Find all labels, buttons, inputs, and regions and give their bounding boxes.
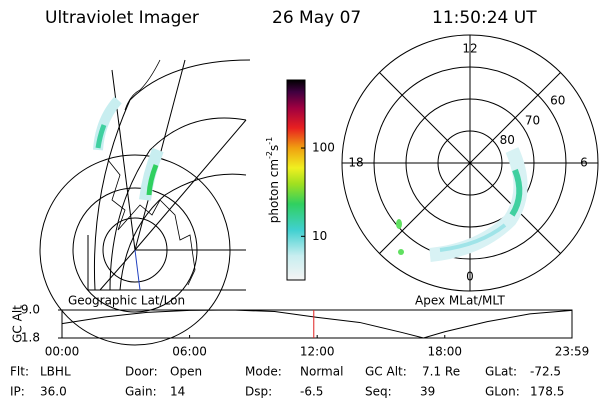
y-tick-label: 1.8	[21, 331, 40, 345]
aurora-right	[396, 147, 528, 262]
colorbar-ticks: 10 100	[301, 141, 335, 243]
field-value: 178.5	[530, 385, 564, 399]
date: 26 May 07	[272, 8, 361, 28]
field-value: -6.5	[300, 385, 323, 399]
x-tick-label: 00:00	[45, 345, 80, 359]
altitude-ylabel: GC Alt	[11, 305, 25, 343]
colorbar-tick-label: 100	[312, 141, 335, 155]
altitude-frame	[61, 309, 573, 339]
field-label: Gain:	[125, 385, 157, 399]
field-value: 39	[420, 385, 435, 399]
x-tick-label: 18:00	[427, 345, 462, 359]
x-tick-label: 12:00	[300, 345, 335, 359]
altitude-plot: 1.8 9.0 00:00 06:00 12:00 18:00 23:59	[21, 303, 589, 359]
field-label: Flt:	[10, 365, 29, 379]
exponent: -2	[265, 151, 274, 159]
lat-label: 60	[550, 94, 565, 108]
field-label: Dsp:	[245, 385, 272, 399]
time: 11:50:24 UT	[432, 8, 537, 28]
lat-ring	[405, 98, 535, 228]
colorbar	[286, 79, 306, 281]
field-label: GLon:	[485, 385, 520, 399]
field-value: -72.5	[530, 365, 561, 379]
mlt-label: 6	[580, 156, 588, 170]
field-value: 7.1 Re	[422, 365, 460, 379]
y-tick-label: 9.0	[21, 303, 40, 317]
footer: Flt: LBHL Door: Open Mode: Normal GC Alt: 7.1 R…	[10, 365, 564, 399]
field-value: LBHL	[40, 365, 71, 379]
exponent: -1	[265, 137, 274, 145]
axis-line	[379, 72, 561, 254]
field-label: Door:	[125, 365, 158, 379]
mlt-label: 0	[466, 270, 474, 284]
polar-label: Apex MLat/MLT	[415, 294, 505, 308]
unit: photon cm	[267, 159, 281, 223]
altitude-line	[61, 309, 573, 339]
instrument: Ultraviolet Imager	[45, 8, 199, 28]
lat-label: 70	[525, 113, 540, 127]
lat-ring	[373, 66, 567, 260]
colorbar-unit: photon cm-2s-1	[265, 137, 281, 224]
field-value: 14	[170, 385, 185, 399]
lat-ring	[437, 130, 503, 196]
mlt-label: 18	[348, 156, 363, 170]
field-label: GC Alt:	[365, 365, 407, 379]
field-label: Mode:	[245, 365, 282, 379]
geo-map	[39, 59, 251, 346]
field-label: Seq:	[365, 385, 392, 399]
left-panel-label: Geographic Lat/Lon	[68, 294, 185, 308]
field-label: IP:	[10, 385, 25, 399]
field-value: Open	[170, 365, 202, 379]
unit: s	[267, 145, 281, 151]
x-tick-label: 06:00	[172, 345, 207, 359]
field-label: GLat:	[485, 365, 517, 379]
lat-label: 80	[500, 133, 515, 147]
x-tick-label: 23:59	[555, 345, 590, 359]
field-value: Normal	[300, 365, 343, 379]
mlt-label: 12	[462, 42, 477, 56]
field-value: 36.0	[40, 385, 67, 399]
colorbar-tick-label: 10	[312, 229, 327, 243]
aurora-left	[93, 96, 164, 201]
